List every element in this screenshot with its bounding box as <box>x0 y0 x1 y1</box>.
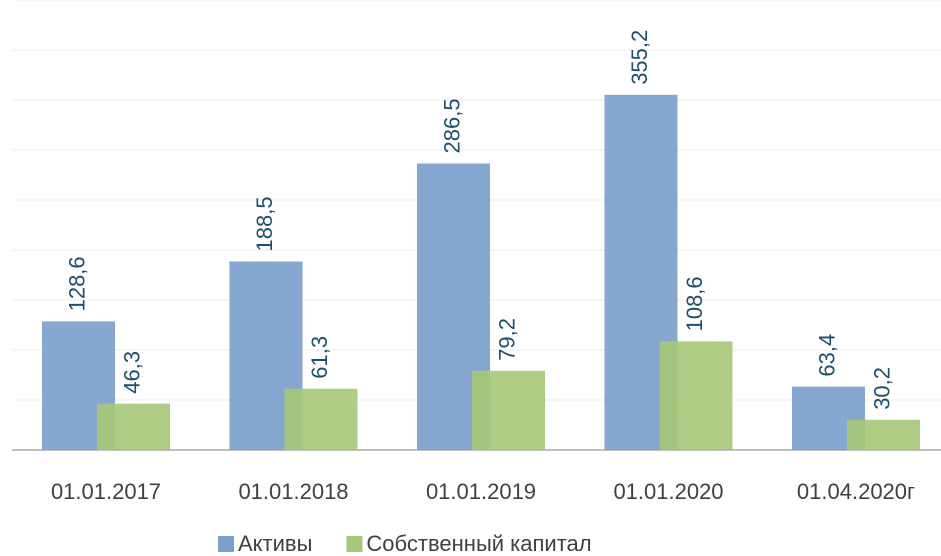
bar <box>97 403 170 450</box>
data-label: 61,3 <box>307 336 332 379</box>
data-label: 286,5 <box>439 98 464 153</box>
data-label: 63,4 <box>814 334 839 377</box>
data-label: 46,3 <box>119 351 144 394</box>
legend-swatch <box>346 536 363 552</box>
legend-label: Активы <box>238 531 312 556</box>
bar <box>472 370 545 450</box>
data-label: 188,5 <box>252 196 277 251</box>
x-tick-label: 01.01.2018 <box>238 479 348 504</box>
bar <box>847 419 920 450</box>
data-label: 108,6 <box>682 276 707 331</box>
legend-label: Собственный капитал <box>366 531 591 556</box>
data-label: 79,2 <box>494 318 519 361</box>
data-label: 30,2 <box>869 367 894 410</box>
x-tick-label: 01.01.2017 <box>51 479 161 504</box>
bar <box>659 341 733 450</box>
x-tick-label: 01.01.2019 <box>426 479 536 504</box>
x-tick-label: 01.04.2020г <box>797 479 915 504</box>
x-tick-label: 01.01.2020 <box>613 479 723 504</box>
data-label: 355,2 <box>627 30 652 85</box>
legend-swatch <box>218 536 234 552</box>
data-label: 128,6 <box>64 256 89 311</box>
bar <box>284 388 358 450</box>
